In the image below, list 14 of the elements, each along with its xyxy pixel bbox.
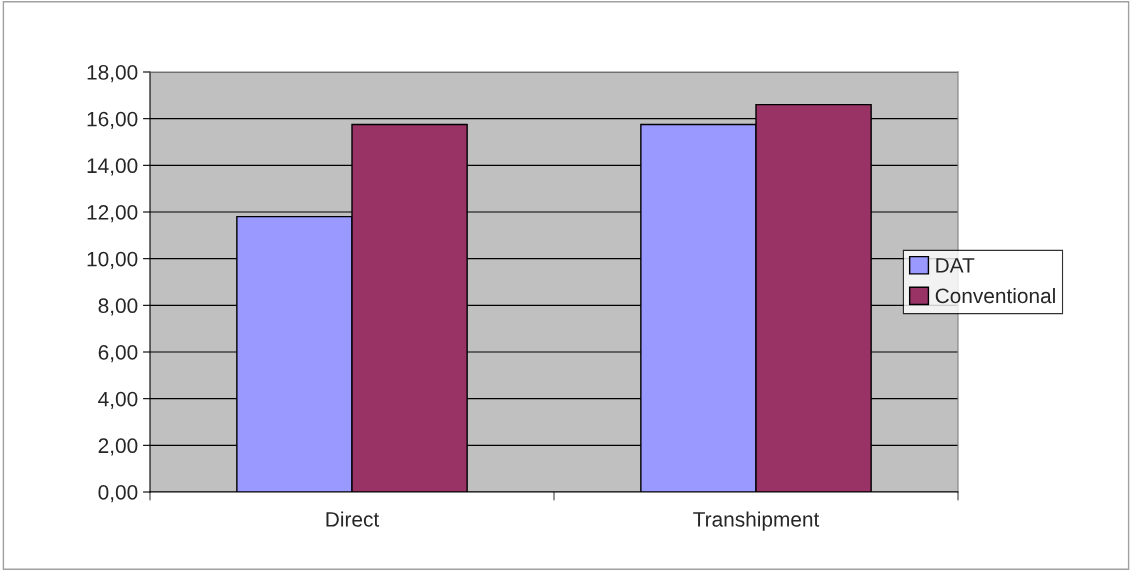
x-tick-label: Transhipment <box>693 511 820 531</box>
y-tick-label: 16,00 <box>87 111 138 129</box>
y-tick-label: 18,00 <box>87 65 138 83</box>
legend-label: DAT <box>936 258 975 273</box>
x-tick-label: Direct <box>326 511 380 527</box>
y-tick-label: 8,00 <box>98 298 138 316</box>
y-tick-label: 10,00 <box>87 251 138 269</box>
y-tick-label: 0,00 <box>98 485 138 503</box>
y-tick-label: 2,00 <box>98 438 138 456</box>
y-tick-label: 4,00 <box>98 391 138 409</box>
y-tick-label: 14,00 <box>87 158 138 176</box>
y-tick-label: 6,00 <box>98 345 138 363</box>
legend-label: Conventional <box>935 287 1055 304</box>
y-tick-label: 12,00 <box>87 205 138 223</box>
